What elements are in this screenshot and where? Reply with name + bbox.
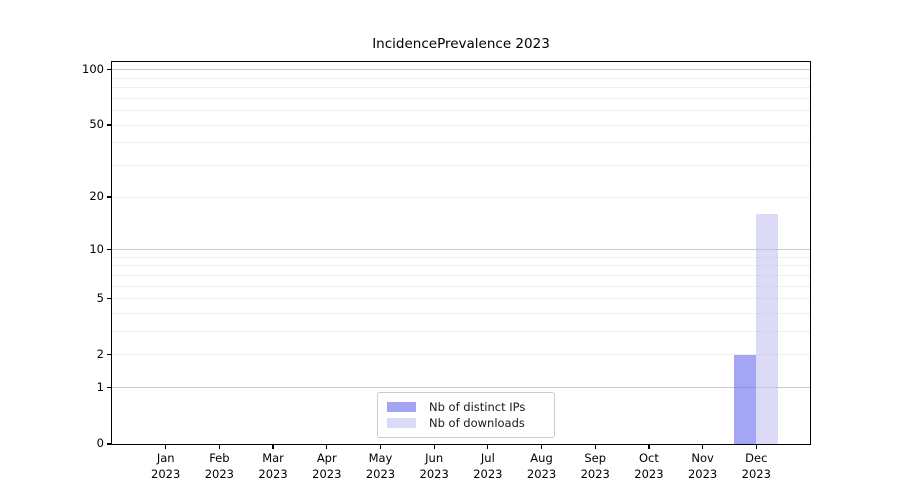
gridline-minor xyxy=(112,312,810,314)
legend-row: Nb of distinct IPs xyxy=(387,399,544,415)
x-axis-tick-label: Aug 2023 xyxy=(526,451,557,481)
x-axis-tick-label: Sep 2023 xyxy=(580,451,610,481)
gridline-minor xyxy=(112,256,810,258)
legend-label-distinct-ips: Nb of distinct IPs xyxy=(429,400,526,414)
x-axis-tick-label: Nov 2023 xyxy=(687,451,718,481)
gridline-minor xyxy=(112,124,810,126)
gridline-major xyxy=(112,249,810,250)
gridline-minor xyxy=(112,110,810,112)
y-axis-tick-label: 1 xyxy=(96,379,104,394)
y-axis-tick xyxy=(107,196,112,198)
legend-swatch-distinct-ips xyxy=(387,402,416,412)
bar-distinct-ips xyxy=(734,354,757,444)
x-axis-tick xyxy=(218,444,220,449)
y-axis-tick xyxy=(107,248,112,251)
x-axis-tick xyxy=(648,444,650,449)
y-axis-tick-label: 10 xyxy=(89,241,104,256)
x-axis-tick-label: Jun 2023 xyxy=(419,451,449,481)
y-axis-tick-label: 50 xyxy=(89,117,104,132)
x-axis-tick xyxy=(272,444,274,449)
gridline-minor xyxy=(112,196,810,198)
chart-title: IncidencePrevalence 2023 xyxy=(372,36,550,52)
x-axis-tick-label: May 2023 xyxy=(365,451,396,481)
x-axis-tick xyxy=(594,444,596,449)
x-axis-tick-label: Jan 2023 xyxy=(151,451,181,481)
y-axis-tick xyxy=(107,443,112,445)
y-axis-tick-label: 0 xyxy=(96,436,104,450)
x-axis-tick xyxy=(755,444,757,449)
bar-downloads xyxy=(756,214,779,444)
x-axis-tick-label: Dec 2023 xyxy=(741,451,771,481)
x-axis-tick xyxy=(433,444,435,449)
legend-swatch-downloads xyxy=(387,418,416,428)
gridline-minor xyxy=(112,87,810,89)
plot-area xyxy=(111,61,811,445)
gridline-minor xyxy=(112,265,810,267)
x-axis-tick xyxy=(702,444,704,449)
x-axis-tick xyxy=(165,444,167,449)
gridline-major xyxy=(112,69,810,71)
gridline-minor xyxy=(112,164,810,166)
gridline-minor xyxy=(112,274,810,276)
legend-label-downloads: Nb of downloads xyxy=(429,416,525,430)
x-axis-tick xyxy=(540,444,543,449)
x-axis-tick-label: Apr 2023 xyxy=(312,451,342,481)
y-axis-tick xyxy=(107,387,112,389)
legend-row: Nb of downloads xyxy=(387,415,544,431)
legend: Nb of distinct IPs Nb of downloads xyxy=(377,392,555,438)
x-axis-tick-label: Feb 2023 xyxy=(204,451,235,481)
gridline-minor xyxy=(112,298,810,300)
x-axis-tick xyxy=(487,444,489,449)
gridline-minor xyxy=(112,354,810,356)
gridline-minor xyxy=(112,97,810,99)
gridline-major xyxy=(112,387,810,389)
x-axis-tick-label: Jul 2023 xyxy=(473,451,503,481)
y-axis-tick xyxy=(107,124,112,126)
x-axis-tick xyxy=(379,444,382,449)
y-axis-tick-label: 2 xyxy=(96,346,104,361)
y-axis-tick xyxy=(107,354,112,356)
gridline-minor xyxy=(112,77,810,79)
x-axis-tick xyxy=(326,444,328,449)
y-axis-tick-label: 20 xyxy=(89,189,104,204)
y-axis-tick xyxy=(107,69,112,71)
x-axis-tick-label: Mar 2023 xyxy=(258,451,288,481)
y-axis-tick xyxy=(107,298,112,300)
gridline-minor xyxy=(112,142,810,144)
y-axis-tick-label: 100 xyxy=(82,61,104,76)
gridline-minor xyxy=(112,331,810,333)
x-axis-tick-label: Oct 2023 xyxy=(634,451,664,481)
y-axis-tick-label: 5 xyxy=(96,290,104,305)
gridline-minor xyxy=(112,285,810,287)
